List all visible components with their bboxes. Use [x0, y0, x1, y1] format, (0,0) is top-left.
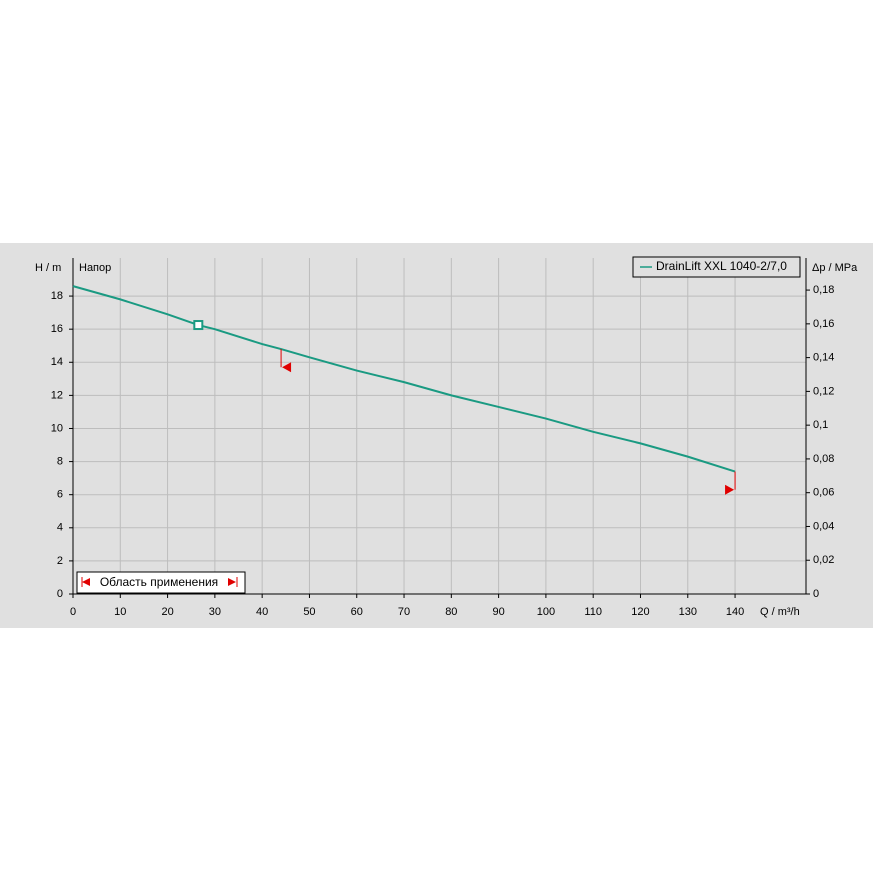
range-arrow [228, 578, 236, 586]
y-axis-label: H / m [35, 262, 61, 274]
range-limit-marker [282, 362, 292, 373]
x-tick-label: 140 [726, 606, 744, 618]
y-tick-label: 10 [51, 422, 63, 434]
x-tick-label: 80 [445, 606, 457, 618]
y-tick-label: 4 [57, 522, 63, 534]
x-tick-label: 0 [70, 606, 76, 618]
x-tick-label: 130 [679, 606, 697, 618]
y-axis-title: Напор [79, 262, 111, 274]
y-tick-label: 8 [57, 455, 63, 467]
y-tick-label: 2 [57, 555, 63, 567]
y2-tick-label: 0,1 [813, 419, 828, 431]
y2-tick-label: 0 [813, 588, 819, 600]
x-tick-label: 60 [351, 606, 363, 618]
y2-tick-label: 0,14 [813, 352, 834, 364]
y2-axis-label: Δp / MPa [812, 262, 858, 274]
range-box [76, 571, 246, 594]
y2-tick-label: 0,12 [813, 385, 834, 397]
range-arrow [82, 578, 90, 586]
x-tick-label: 70 [398, 606, 410, 618]
y-tick-label: 12 [51, 389, 63, 401]
y2-tick-label: 0,06 [813, 487, 834, 499]
range-label: Область применения [100, 575, 218, 589]
y2-tick-label: 0,16 [813, 318, 834, 330]
x-tick-label: 110 [584, 606, 602, 618]
x-tick-label: 40 [256, 606, 268, 618]
x-tick-label: 100 [537, 606, 555, 618]
y2-tick-label: 0,18 [813, 284, 834, 296]
legend [632, 256, 801, 278]
y2-tick-label: 0,04 [813, 520, 834, 532]
y-tick-label: 0 [57, 588, 63, 600]
x-tick-label: 120 [631, 606, 649, 618]
x-tick-label: 50 [303, 606, 315, 618]
x-tick-label: 10 [114, 606, 126, 618]
curve [72, 285, 736, 473]
panel [0, 243, 873, 628]
legend-label: DrainLift XXL 1040-2/7,0 [656, 259, 787, 273]
y2-tick-label: 0,08 [813, 453, 834, 465]
x-tick-label: 20 [161, 606, 173, 618]
y-tick-label: 18 [51, 290, 63, 302]
range-limit-marker [725, 484, 735, 495]
x-tick-label: 90 [492, 606, 504, 618]
y-tick-label: 6 [57, 489, 63, 501]
y-tick-label: 14 [51, 356, 63, 368]
y2-tick-label: 0,02 [813, 554, 834, 566]
x-tick-label: 30 [209, 606, 221, 618]
operating-point [193, 320, 204, 331]
y-tick-label: 16 [51, 323, 63, 335]
x-axis-label: Q / m³/h [760, 606, 800, 618]
